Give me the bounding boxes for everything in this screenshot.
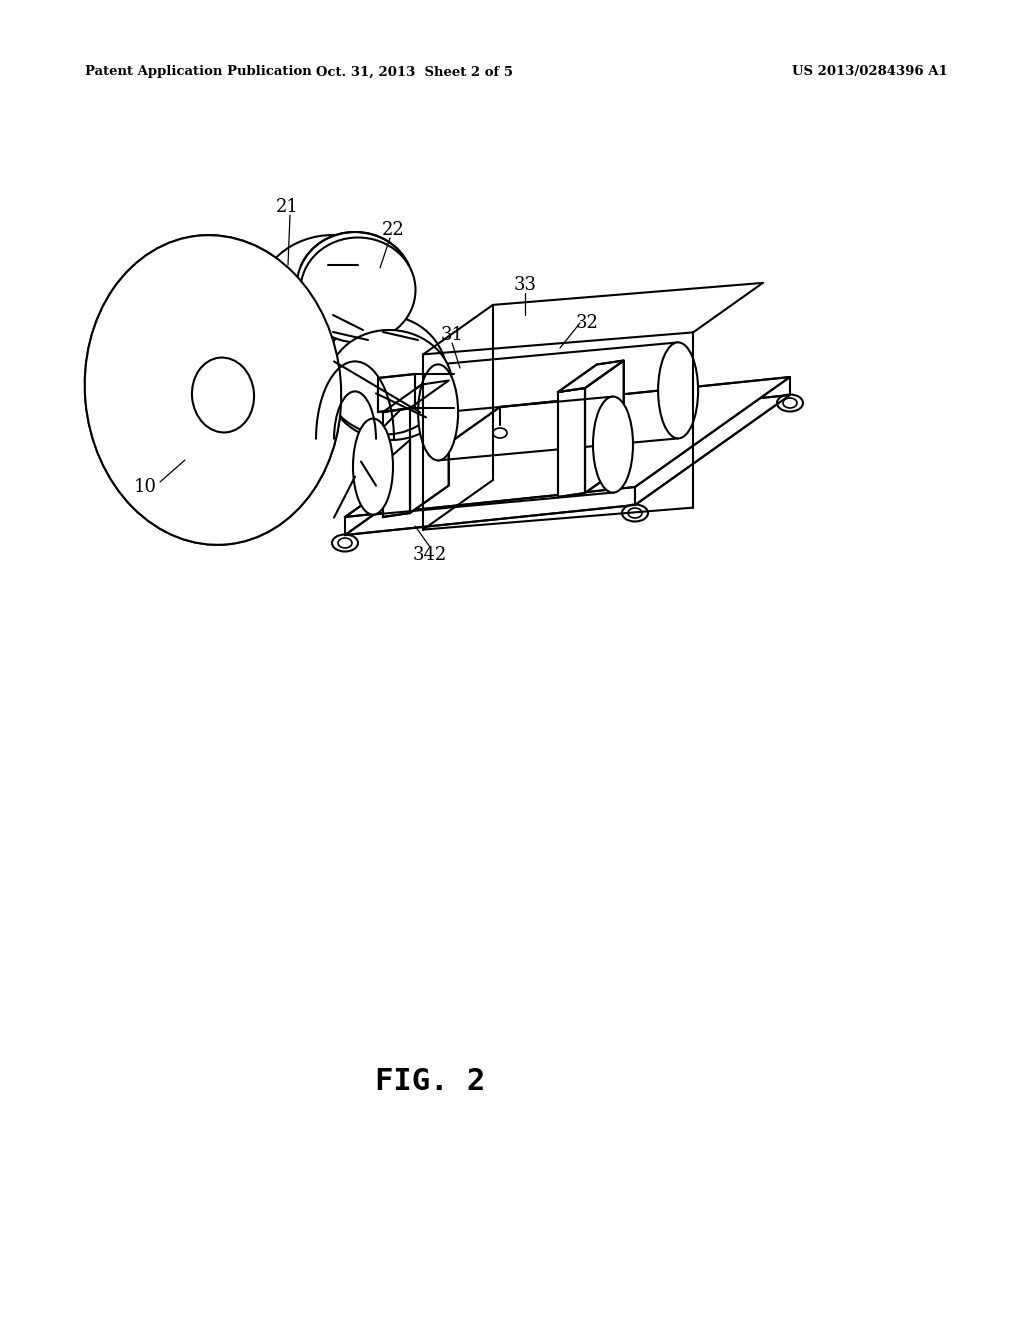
Ellipse shape <box>338 539 352 548</box>
Ellipse shape <box>191 358 254 433</box>
Ellipse shape <box>628 508 642 517</box>
Polygon shape <box>410 380 449 513</box>
Polygon shape <box>383 408 410 517</box>
Text: 33: 33 <box>513 276 537 294</box>
Ellipse shape <box>191 358 254 433</box>
Text: Patent Application Publication: Patent Application Publication <box>85 66 311 78</box>
Text: 32: 32 <box>575 314 598 333</box>
Polygon shape <box>345 395 790 535</box>
Text: 22: 22 <box>382 220 404 239</box>
Ellipse shape <box>323 315 447 434</box>
Ellipse shape <box>300 238 416 342</box>
Ellipse shape <box>328 330 453 440</box>
Polygon shape <box>383 380 449 412</box>
Polygon shape <box>333 321 407 338</box>
Ellipse shape <box>622 504 648 521</box>
Ellipse shape <box>783 399 797 408</box>
Polygon shape <box>558 360 624 392</box>
Text: Oct. 31, 2013  Sheet 2 of 5: Oct. 31, 2013 Sheet 2 of 5 <box>316 66 513 78</box>
Ellipse shape <box>593 396 633 492</box>
Ellipse shape <box>353 418 393 515</box>
Polygon shape <box>558 388 585 498</box>
Text: 10: 10 <box>133 478 157 496</box>
Ellipse shape <box>297 232 413 338</box>
Text: US 2013/0284396 A1: US 2013/0284396 A1 <box>793 66 948 78</box>
Text: FIG. 2: FIG. 2 <box>375 1068 485 1097</box>
Polygon shape <box>333 333 418 341</box>
Ellipse shape <box>418 364 458 461</box>
Ellipse shape <box>493 428 507 438</box>
Ellipse shape <box>777 395 803 412</box>
Ellipse shape <box>332 535 358 552</box>
Text: 342: 342 <box>413 546 447 564</box>
Ellipse shape <box>487 425 513 441</box>
Ellipse shape <box>258 235 408 366</box>
Ellipse shape <box>85 235 341 545</box>
Polygon shape <box>345 378 790 517</box>
Ellipse shape <box>85 235 341 545</box>
Polygon shape <box>585 360 624 492</box>
Polygon shape <box>378 374 415 412</box>
Text: 31: 31 <box>440 326 464 345</box>
Ellipse shape <box>658 342 698 438</box>
Text: 21: 21 <box>275 198 298 216</box>
